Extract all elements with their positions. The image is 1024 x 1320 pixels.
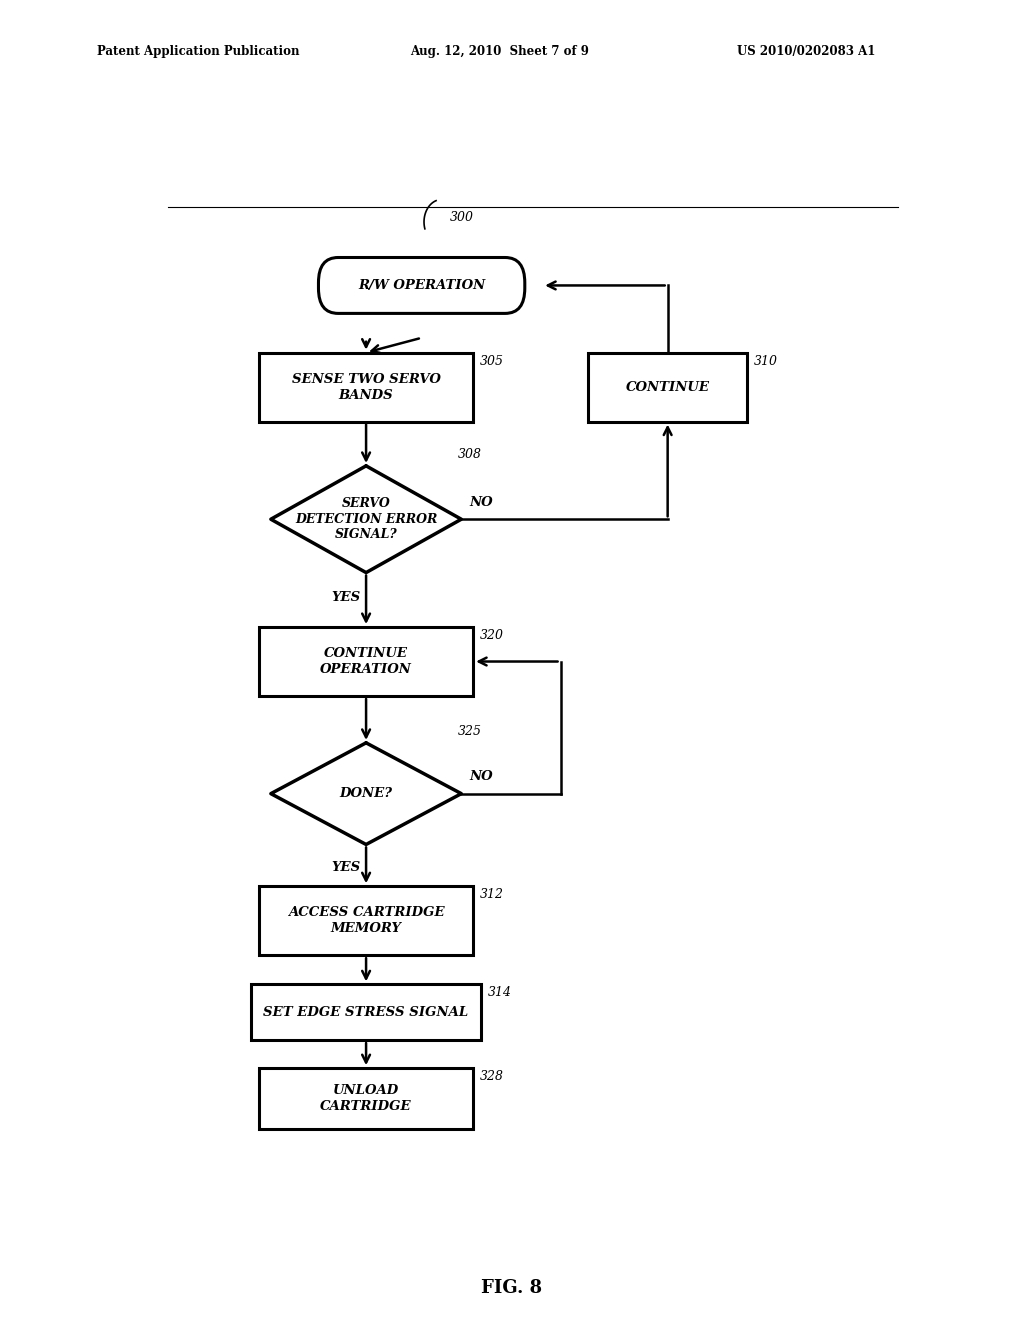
Text: 312: 312	[479, 888, 504, 902]
Bar	[259, 627, 473, 696]
Text: YES: YES	[332, 591, 360, 603]
Text: 300: 300	[450, 211, 473, 224]
Bar	[259, 886, 473, 956]
Text: 305: 305	[479, 355, 504, 367]
Text: SENSE TWO SERVO
BANDS: SENSE TWO SERVO BANDS	[292, 372, 440, 401]
Bar	[259, 1068, 473, 1129]
FancyBboxPatch shape	[318, 257, 524, 313]
Text: 328: 328	[479, 1071, 504, 1084]
Text: 310: 310	[754, 355, 777, 367]
Text: 320: 320	[479, 630, 504, 642]
Text: CONTINUE
OPERATION: CONTINUE OPERATION	[321, 647, 412, 676]
Text: NO: NO	[469, 496, 493, 510]
Text: SERVO
DETECTION ERROR
SIGNAL?: SERVO DETECTION ERROR SIGNAL?	[295, 498, 437, 541]
Text: Patent Application Publication: Patent Application Publication	[97, 45, 300, 58]
Text: SET EDGE STRESS SIGNAL: SET EDGE STRESS SIGNAL	[263, 1006, 469, 1019]
Bar	[259, 352, 473, 421]
Text: R/W OPERATION: R/W OPERATION	[358, 279, 485, 292]
Text: US 2010/0202083 A1: US 2010/0202083 A1	[737, 45, 876, 58]
Text: Aug. 12, 2010  Sheet 7 of 9: Aug. 12, 2010 Sheet 7 of 9	[410, 45, 589, 58]
Text: DONE?: DONE?	[340, 787, 392, 800]
Text: NO: NO	[469, 771, 493, 784]
Text: UNLOAD
CARTRIDGE: UNLOAD CARTRIDGE	[321, 1084, 412, 1113]
Text: FIG. 8: FIG. 8	[481, 1279, 543, 1298]
Text: YES: YES	[332, 861, 360, 874]
Bar	[251, 985, 481, 1040]
Text: 308: 308	[458, 447, 481, 461]
Bar	[588, 352, 748, 421]
Text: 325: 325	[458, 725, 481, 738]
Text: ACCESS CARTRIDGE
MEMORY: ACCESS CARTRIDGE MEMORY	[288, 907, 444, 935]
Text: CONTINUE: CONTINUE	[626, 380, 710, 393]
Text: 314: 314	[487, 986, 512, 999]
